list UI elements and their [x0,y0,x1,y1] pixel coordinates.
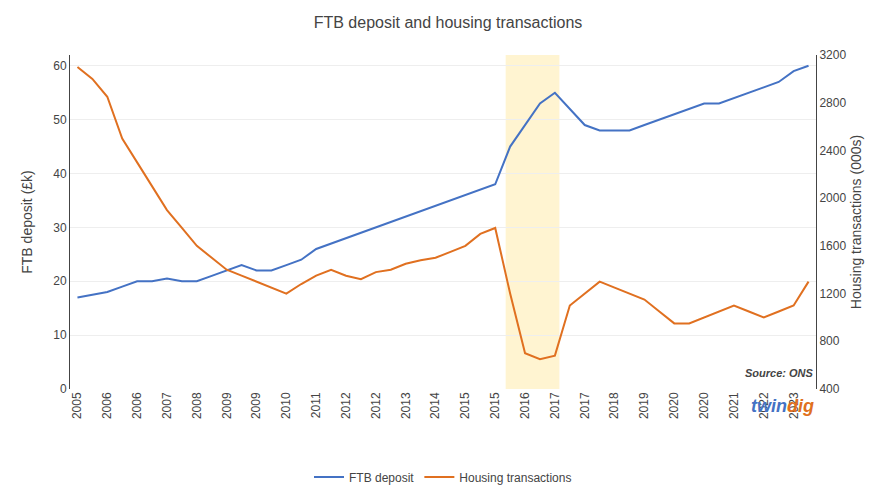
svg-text:10: 10 [53,328,67,342]
svg-text:2012: 2012 [369,392,383,419]
svg-text:2009: 2009 [249,392,263,419]
svg-text:Housing transactions (000s): Housing transactions (000s) [848,135,864,309]
svg-text:1600: 1600 [819,239,846,253]
svg-text:2020: 2020 [667,392,681,419]
svg-text:Housing transactions: Housing transactions [459,471,571,485]
svg-text:2017: 2017 [578,392,592,419]
svg-text:2013: 2013 [399,392,413,419]
svg-text:2000: 2000 [819,191,846,205]
svg-text:2011: 2011 [309,392,323,418]
svg-text:400: 400 [819,382,839,396]
svg-text:FTB deposit (£k): FTB deposit (£k) [19,170,35,273]
svg-text:30: 30 [53,221,67,235]
svg-text:1200: 1200 [819,287,846,301]
svg-text:60: 60 [53,59,67,73]
svg-text:2014: 2014 [428,392,442,419]
svg-text:2006: 2006 [100,392,114,419]
svg-text:800: 800 [819,334,839,348]
svg-text:2015: 2015 [458,392,472,419]
svg-text:2017: 2017 [548,392,562,419]
svg-text:2018: 2018 [607,392,621,419]
svg-text:FTB deposit and housing transa: FTB deposit and housing transactions [314,14,583,31]
svg-text:2800: 2800 [819,96,846,110]
svg-text:40: 40 [53,167,67,181]
svg-text:Source: ONS: Source: ONS [745,367,814,379]
svg-text:0: 0 [60,382,67,396]
svg-text:2023: 2023 [787,392,801,419]
svg-text:2021: 2021 [727,392,741,419]
svg-text:2016: 2016 [518,392,532,419]
svg-text:2010: 2010 [279,392,293,419]
svg-text:2008: 2008 [190,392,204,419]
svg-text:20: 20 [53,274,67,288]
svg-text:twindig: twindig [751,396,814,416]
svg-text:2012: 2012 [339,392,353,419]
svg-text:2005: 2005 [70,392,84,419]
svg-text:2022: 2022 [757,392,771,419]
svg-text:2007: 2007 [160,392,174,419]
svg-text:50: 50 [53,113,67,127]
svg-text:2020: 2020 [697,392,711,419]
svg-text:3200: 3200 [819,48,846,62]
svg-text:2400: 2400 [819,144,846,158]
svg-text:2006: 2006 [130,392,144,419]
svg-text:FTB deposit: FTB deposit [349,471,414,485]
svg-text:2015: 2015 [488,392,502,419]
svg-text:2019: 2019 [637,392,651,419]
svg-text:2009: 2009 [220,392,234,419]
